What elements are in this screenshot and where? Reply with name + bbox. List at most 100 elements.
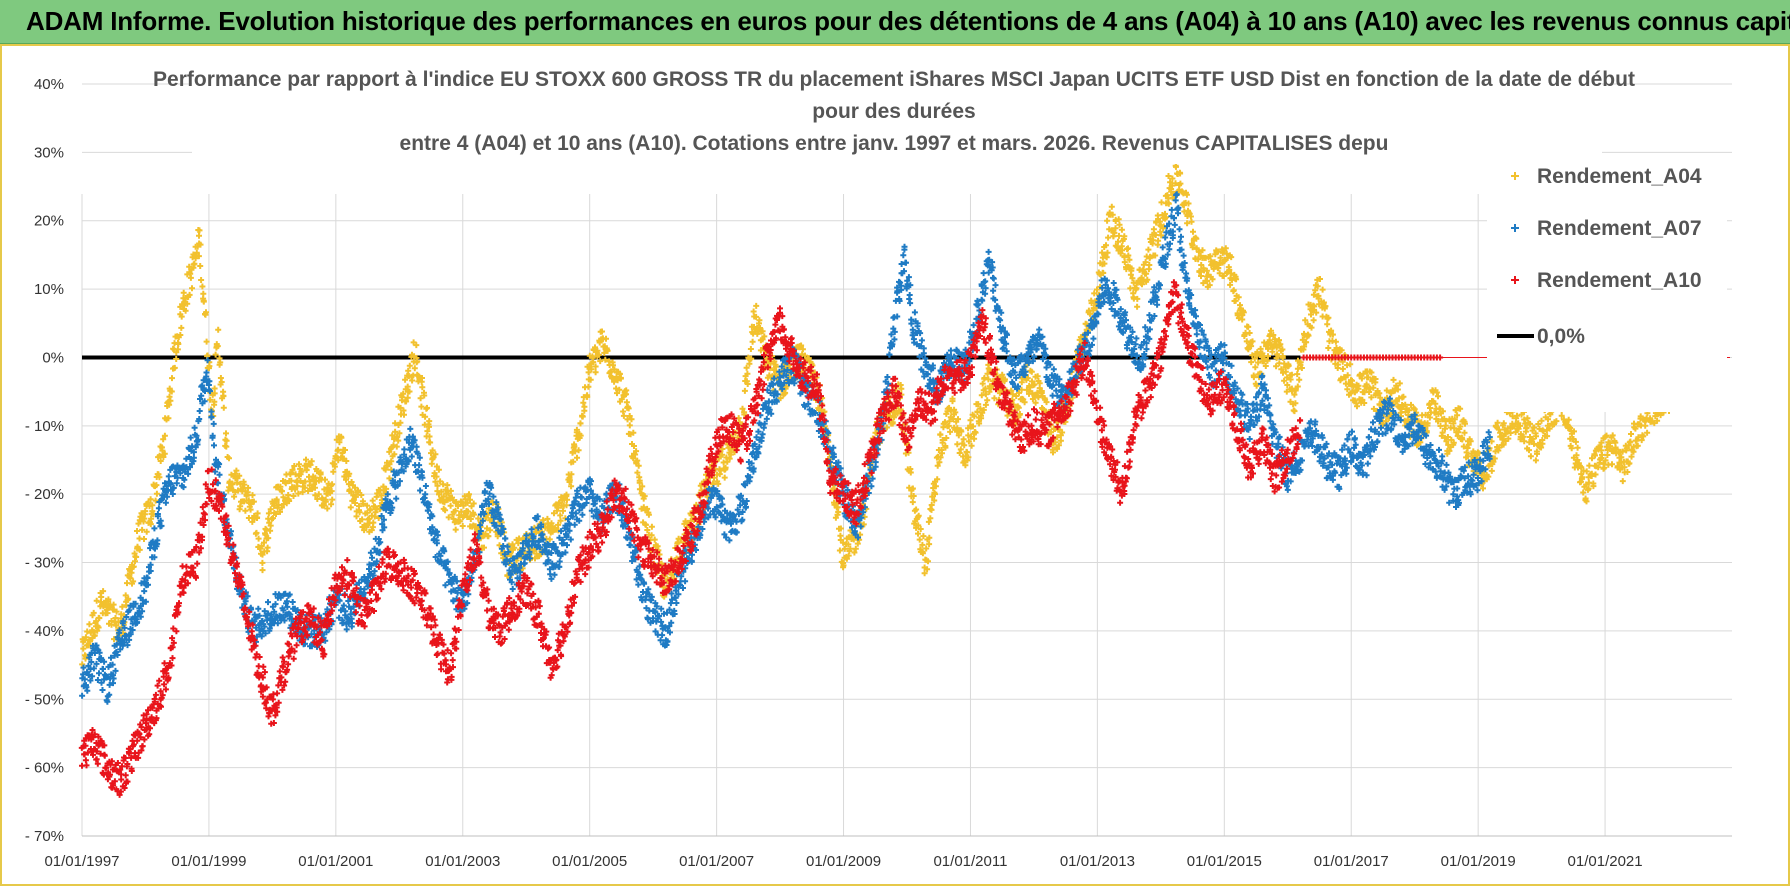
data-point: [1496, 444, 1503, 451]
data-point: [127, 575, 134, 582]
data-point: [719, 513, 726, 520]
data-point: [119, 603, 126, 610]
data-point: [412, 462, 419, 469]
data-point: [674, 539, 681, 546]
data-point: [892, 297, 899, 304]
data-point: [360, 590, 367, 596]
data-point: [356, 579, 362, 586]
data-point: [1019, 366, 1026, 373]
data-point: [1215, 265, 1222, 272]
data-point: [1408, 401, 1414, 408]
data-point: [419, 384, 426, 391]
data-point: [1248, 343, 1255, 350]
data-point: [716, 466, 723, 473]
data-point: [357, 586, 364, 592]
data-point: [1505, 435, 1512, 442]
data-point: [264, 617, 271, 624]
x-tick-label: 01/01/2007: [679, 853, 754, 870]
data-point: [1026, 342, 1033, 349]
data-point: [609, 374, 615, 381]
data-point: [852, 531, 859, 538]
data-point: [618, 512, 625, 519]
data-point: [837, 537, 844, 543]
data-point: [91, 650, 98, 656]
data-point: [193, 438, 200, 445]
data-point: [444, 487, 451, 494]
data-point: [249, 518, 256, 525]
data-point: [585, 479, 592, 486]
data-point: [1489, 461, 1496, 468]
data-point: [639, 596, 645, 603]
y-tick-label: - 50%: [25, 691, 64, 708]
data-point: [403, 436, 410, 443]
data-point: [1574, 444, 1581, 451]
data-point: [700, 510, 707, 517]
data-point: [1570, 436, 1577, 442]
data-point: [1444, 434, 1451, 440]
data-point: [764, 387, 771, 394]
data-point: [1045, 431, 1052, 438]
data-point: [1013, 393, 1020, 399]
data-point: [270, 515, 276, 522]
data-point: [953, 418, 960, 425]
data-point: [1199, 247, 1206, 254]
data-point: [647, 619, 654, 626]
data-point: [1228, 254, 1235, 261]
data-point: [539, 549, 546, 556]
data-point: [1589, 455, 1595, 462]
data-point: [129, 580, 135, 587]
data-point: [356, 503, 362, 510]
data-point: [813, 374, 820, 381]
data-point: [266, 519, 273, 526]
data-point: [237, 503, 244, 510]
data-point: [104, 606, 110, 613]
data-point: [525, 538, 532, 545]
data-point: [323, 629, 330, 636]
data-point: [267, 621, 274, 627]
data-point: [314, 468, 320, 475]
data-point: [1154, 241, 1161, 248]
data-point: [1534, 450, 1540, 457]
data-point: [565, 516, 571, 523]
data-point: [708, 494, 715, 501]
data-point: [751, 441, 758, 448]
data-point: [1190, 237, 1197, 244]
data-point: [650, 618, 656, 625]
data-point: [603, 490, 610, 497]
data-point: [1617, 466, 1624, 473]
data-point: [407, 425, 414, 432]
data-point: [492, 513, 499, 520]
data-point: [1598, 439, 1605, 446]
data-point: [222, 517, 229, 524]
data-point: [1239, 312, 1246, 318]
data-point: [867, 472, 874, 479]
data-point: [667, 600, 674, 607]
data-point: [271, 616, 278, 623]
data-point: [1252, 350, 1259, 357]
data-point: [1057, 432, 1064, 439]
data-point: [517, 569, 524, 576]
data-point: [149, 538, 156, 545]
data-point: [1521, 438, 1528, 445]
data-point: [1097, 271, 1104, 278]
data-point: [582, 384, 588, 391]
data-point: [1215, 248, 1221, 255]
data-point: [1112, 225, 1119, 232]
data-point: [444, 558, 451, 565]
data-point: [329, 481, 336, 488]
data-point: [756, 443, 763, 450]
data-point: [348, 620, 355, 626]
data-point: [579, 511, 586, 518]
data-point: [799, 389, 806, 396]
data-point: [80, 638, 87, 645]
data-point: [947, 347, 954, 354]
data-point: [130, 563, 137, 570]
data-point: [294, 607, 301, 614]
chart-frame: 40% 30% 20% 10% 0% - 10% - 20% - 30% - 40% - 50% -…: [0, 44, 1790, 886]
data-point: [254, 514, 261, 521]
data-point: [1121, 259, 1128, 266]
data-point: [1500, 441, 1507, 448]
data-point: [1176, 182, 1183, 188]
data-point: [236, 472, 243, 479]
data-point: [761, 420, 768, 427]
